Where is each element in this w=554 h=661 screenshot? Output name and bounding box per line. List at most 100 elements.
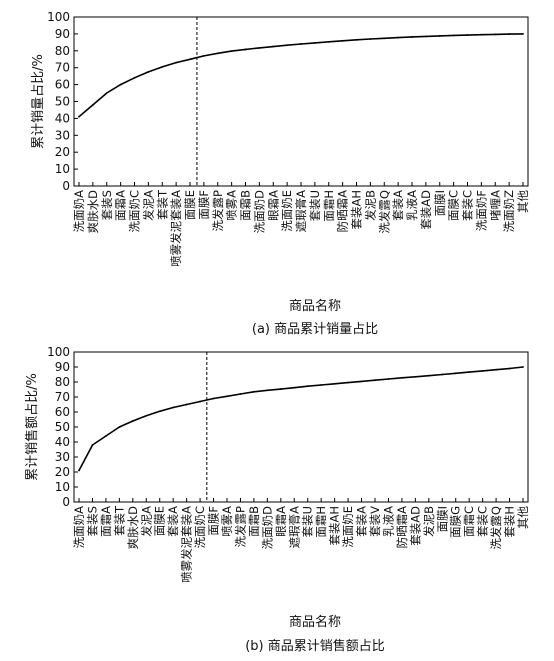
- y-axis-title: 累计销售额占比/%: [24, 373, 40, 481]
- data-point: [427, 374, 430, 377]
- data-point: [424, 35, 427, 38]
- data-point: [175, 61, 178, 64]
- x-category-label: 面膜E: [153, 506, 167, 536]
- x-category-label: 洗面奶F: [474, 190, 488, 231]
- data-point: [387, 378, 390, 380]
- x-category-label: 面霜B: [247, 506, 261, 537]
- x-category-label: 套装U: [301, 506, 315, 537]
- x-category-label: 洗发露P: [211, 190, 225, 231]
- x-category-label: 洗面奶E: [341, 506, 355, 548]
- x-category-label: 套装C: [476, 506, 490, 537]
- data-point: [185, 403, 188, 406]
- data-point: [91, 444, 94, 446]
- y-tick-label: 0: [62, 495, 70, 509]
- x-category-label: 面膜I: [433, 190, 447, 216]
- data-point: [495, 368, 497, 371]
- x-category-label: 发泥A: [141, 190, 155, 221]
- data-point: [145, 414, 148, 417]
- data-point: [105, 435, 107, 437]
- data-point: [161, 65, 164, 68]
- data-point: [414, 375, 417, 378]
- x-category-label: 套装T: [112, 505, 126, 536]
- plot-frame: [73, 16, 529, 187]
- x-category-label: 面霜H: [322, 190, 336, 222]
- x-category-label: 面霜A: [99, 506, 113, 537]
- data-point: [522, 366, 524, 368]
- x-category-label: 洗发露Q: [489, 506, 503, 550]
- x-category-label: 啫喱A: [488, 190, 502, 221]
- data-point: [279, 388, 282, 390]
- data-point: [212, 397, 215, 400]
- data-point: [438, 35, 441, 37]
- x-category-label: 发泥A: [139, 506, 153, 537]
- y-tick-label: 30: [55, 128, 70, 142]
- x-category-label: 套装V: [368, 506, 382, 537]
- x-category-label: 洗面奶C: [193, 506, 207, 549]
- x-category-label: 套装A: [166, 506, 180, 537]
- data-point: [78, 469, 80, 472]
- y-tick-label: 30: [55, 450, 70, 464]
- data-point: [158, 410, 161, 413]
- x-category-label: 套装T: [155, 189, 169, 220]
- x-category-label: 遮瑕膏A: [294, 190, 308, 232]
- y-tick-label: 70: [55, 390, 70, 404]
- data-point: [133, 76, 136, 79]
- data-point: [239, 393, 242, 395]
- y-tick-label: 0: [62, 179, 70, 193]
- x-category-label: 套装S: [100, 190, 114, 220]
- x-category-label: 其他: [516, 506, 530, 529]
- data-point: [253, 390, 255, 393]
- data-point: [441, 373, 444, 376]
- data-point: [258, 47, 261, 49]
- data-point: [119, 83, 122, 86]
- x-category-label: 套装AH: [328, 506, 342, 546]
- x-category-label: 发泥B: [363, 190, 377, 221]
- y-tick-label: 60: [55, 405, 70, 419]
- x-category-label: 套装A: [391, 190, 405, 221]
- x-category-label: 发泥B: [422, 506, 436, 537]
- x-category-label: 洗发露Q: [377, 190, 391, 234]
- data-point: [355, 38, 358, 41]
- x-category-label: 面膜I: [435, 506, 449, 532]
- data-point: [481, 370, 484, 372]
- chart-cumulative-sales-volume: 0 10 20 30 40 50 60 70 80 90 100 洗面奶A 爽肤水D 套装S 面霜A 洗面奶C…: [31, 10, 530, 337]
- data-point: [341, 39, 344, 42]
- data-point: [230, 50, 233, 53]
- x-category-label: 套装H: [503, 506, 517, 538]
- x-category-label: 套装A: [355, 506, 369, 537]
- data-point: [397, 36, 400, 39]
- x-category-label: 乳液A: [405, 190, 419, 221]
- x-category-label: 洗发露P: [233, 506, 247, 547]
- x-axis-title: 商品名称: [289, 298, 341, 314]
- data-point: [383, 37, 386, 40]
- y-tick-label: 70: [55, 61, 70, 75]
- x-category-label: 面膜F: [207, 506, 221, 536]
- data-point: [147, 71, 150, 73]
- x-category-label: 眼霜A: [274, 506, 288, 537]
- y-tick-label: 100: [47, 10, 70, 24]
- chart-caption: (b) 商品累计销售额占比: [245, 638, 385, 654]
- x-category-label: 防晒霜A: [336, 190, 350, 232]
- plot-frame: [73, 351, 529, 503]
- x-category-label: 面膜E: [183, 190, 197, 220]
- x-category-label: 爽肤水D: [126, 506, 140, 549]
- x-category-label: 洗面奶D: [252, 190, 266, 233]
- data-point: [199, 400, 201, 403]
- x-category-label: 喷雾A: [225, 190, 239, 221]
- data-point: [468, 371, 471, 373]
- series-line: [78, 33, 524, 118]
- y-tick-label: 50: [55, 95, 70, 109]
- x-category-label: 洗面奶D: [260, 506, 274, 549]
- x-category-label: 面膜F: [197, 190, 211, 220]
- data-point: [313, 41, 316, 44]
- y-tick-label: 10: [55, 480, 70, 494]
- data-point: [508, 367, 511, 370]
- data-point: [401, 376, 403, 379]
- x-category-label: 其他: [516, 190, 530, 213]
- data-point: [189, 58, 191, 61]
- x-category-label: 套装C: [461, 190, 475, 221]
- data-point: [244, 48, 247, 51]
- x-category-label: 遮瑕膏A: [287, 506, 301, 548]
- x-category-label: 面霜C: [462, 506, 476, 537]
